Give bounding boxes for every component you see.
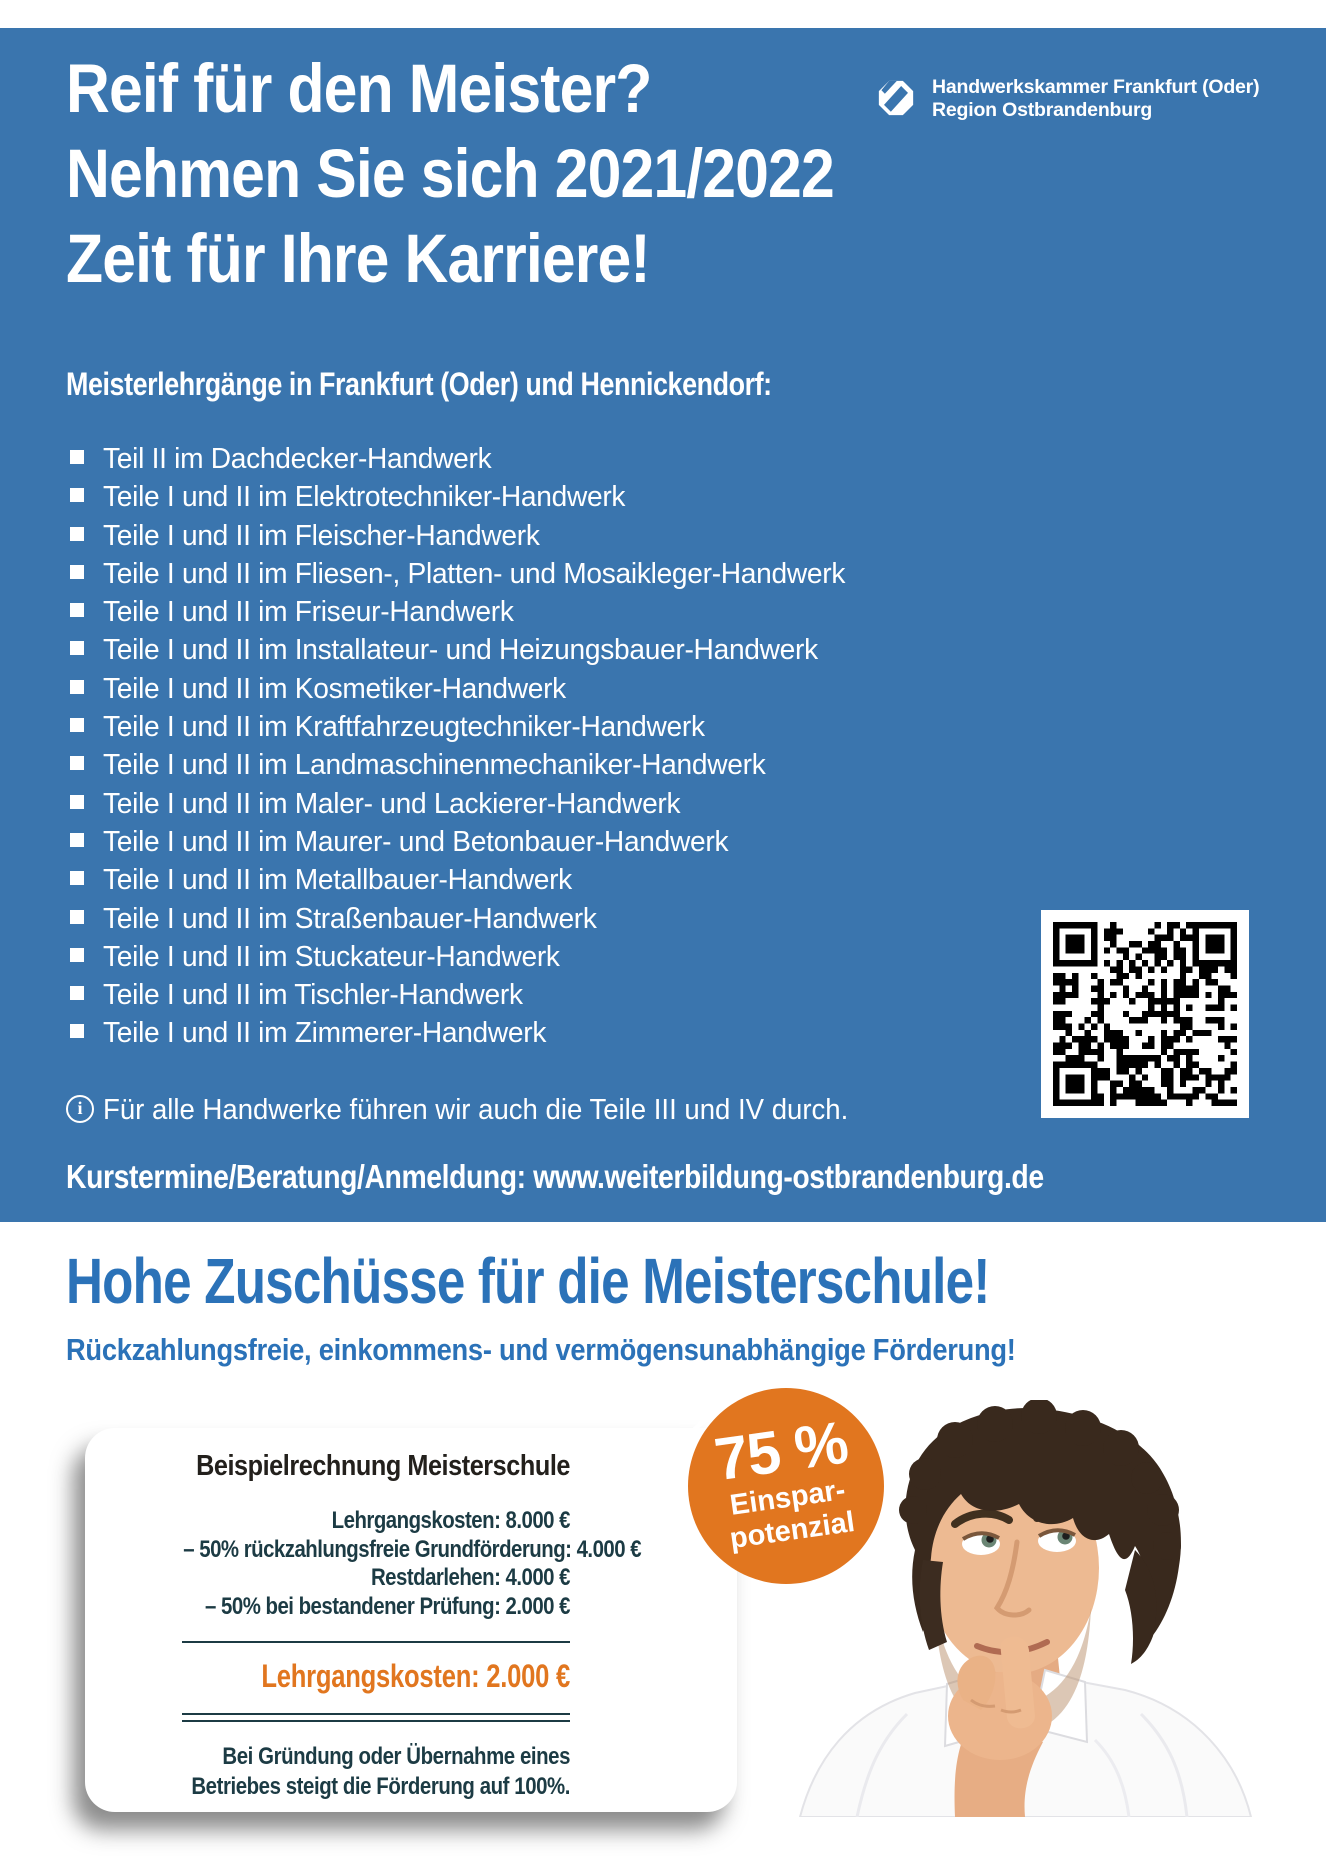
hwk-octagon-logo-icon: [878, 80, 914, 116]
course-label: Teile I und II im Zimmerer-Handwerk: [103, 1017, 547, 1050]
hwk-logo-text: Handwerkskammer Frankfurt (Oder) Region …: [932, 76, 1260, 122]
course-label: Teile I und II im Installateur- und Heiz…: [103, 634, 818, 667]
course-label: Teile I und II im Stuckateur-Handwerk: [103, 940, 560, 973]
square-bullet-icon: [70, 986, 84, 1001]
double-separator: [182, 1713, 570, 1722]
square-bullet-icon: [70, 871, 84, 886]
course-label: Teile I und II im Elektrotechniker-Handw…: [103, 481, 626, 514]
course-item: Teile I und II im Maler- und Lackierer-H…: [66, 786, 1066, 824]
course-item: Teile I und II im Kosmetiker-Handwerk: [66, 671, 1066, 709]
square-bullet-icon: [70, 641, 84, 656]
card-title: Beispielrechnung Meisterschule: [196, 1450, 570, 1482]
course-item: Teile I und II im Kraftfahrzeugtechniker…: [66, 709, 1066, 747]
course-label: Teile I und II im Fleischer-Handwerk: [103, 519, 540, 552]
card-content: Beispielrechnung Meisterschule Lehrgangs…: [115, 1428, 642, 1812]
thinking-man-photo: [798, 1400, 1253, 1817]
eyebrow-left: [951, 1509, 1013, 1528]
course-item: Teile I und II im Straßenbauer-Handwerk: [66, 901, 1066, 939]
course-item: Teile I und II im Landmaschinenmechanike…: [66, 747, 1066, 785]
funding-title: Hohe Zuschüsse für die Meisterschule!: [66, 1245, 990, 1317]
square-bullet-icon: [70, 1024, 84, 1039]
sparkle-icon: [662, 1364, 736, 1448]
square-bullet-icon: [70, 526, 84, 541]
square-bullet-icon: [70, 679, 84, 694]
single-separator: [182, 1641, 570, 1643]
headline-line-3: Zeit für Ihre Karriere!: [66, 220, 651, 297]
note-text: Für alle Handwerke führen wir auch die T…: [103, 1094, 849, 1126]
course-item: Teile I und II im Maurer- und Betonbauer…: [66, 824, 1066, 862]
contact-line: Kurstermine/Beratung/Anmeldung: www.weit…: [66, 1158, 1044, 1195]
course-label: Teile I und II im Kraftfahrzeugtechniker…: [103, 711, 705, 744]
square-bullet-icon: [70, 564, 84, 579]
course-label: Teile I und II im Metallbauer-Handwerk: [103, 864, 572, 897]
course-label: Teil II im Dachdecker-Handwerk: [103, 443, 492, 475]
org-region: Region Ostbrandenburg: [932, 99, 1153, 121]
square-bullet-icon: [70, 947, 84, 962]
course-item: Teile I und II im Installateur- und Heiz…: [66, 632, 1066, 670]
man-nose: [993, 1539, 1032, 1618]
course-label: Teile I und II im Straßenbauer-Handwerk: [103, 902, 597, 935]
course-item: Teile I und II im Fleischer-Handwerk: [66, 518, 1066, 556]
calculation-line: – 50% bei bestandener Prüfung: 2.000 €: [205, 1592, 570, 1620]
square-bullet-icon: [70, 794, 84, 809]
course-label: Teile I und II im Tischler-Handwerk: [103, 979, 523, 1012]
example-calculation-card: Beispielrechnung Meisterschule Lehrgangs…: [85, 1428, 737, 1812]
course-item: Teile I und II im Fliesen-, Platten- und…: [66, 556, 1066, 594]
course-item: Teil II im Dachdecker-Handwerk: [66, 441, 1066, 479]
course-list: Teil II im Dachdecker-Handwerk Teile I u…: [66, 441, 1066, 1054]
square-bullet-icon: [70, 603, 84, 618]
calculation-lines: Lehrgangskosten: 8.000 € – 50% rückzahlun…: [183, 1507, 642, 1621]
qr-code-pattern: [1053, 922, 1237, 1106]
footnote-line-1: Bei Gründung oder Übernahme eines: [222, 1743, 570, 1770]
man-curly-hair: [899, 1400, 1181, 1664]
course-label: Teile I und II im Maurer- und Betonbauer…: [103, 825, 729, 858]
square-bullet-icon: [70, 718, 84, 733]
headline-line-1: Reif für den Meister?: [66, 50, 652, 127]
course-item: Teile I und II im Zimmerer-Handwerk: [66, 1015, 1066, 1053]
info-icon: i: [66, 1095, 94, 1123]
total-line: Lehrgangskosten: 2.000 €: [261, 1658, 570, 1694]
eyes-looking-up-right: [961, 1528, 1076, 1555]
courses-heading: Meisterlehrgänge in Frankfurt (Oder) und…: [66, 366, 772, 402]
course-item: Teile I und II im Metallbauer-Handwerk: [66, 862, 1066, 900]
footnote: Bei Gründung oder Übernahme eines Betrie…: [183, 1742, 570, 1802]
headline-line-2: Nehmen Sie sich 2021/2022: [66, 135, 835, 212]
calculation-line: Lehrgangskosten: 8.000 €: [331, 1507, 571, 1534]
course-label: Teile I und II im Friseur-Handwerk: [103, 596, 514, 629]
course-label: Teile I und II im Landmaschinenmechanike…: [103, 749, 766, 782]
course-item: Teile I und II im Stuckateur-Handwerk: [66, 939, 1066, 977]
footnote-line-2: Betriebes steigt die Förderung auf 100%.: [191, 1773, 570, 1800]
savings-badge: 75 % Einspar- potenzial: [688, 1388, 884, 1584]
course-label: Teile I und II im Fliesen-, Platten- und…: [103, 557, 846, 590]
org-name: Handwerkskammer Frankfurt (Oder): [932, 76, 1260, 98]
square-bullet-icon: [70, 450, 84, 464]
course-item: Teile I und II im Elektrotechniker-Handw…: [66, 479, 1066, 517]
square-bullet-icon: [70, 909, 84, 924]
course-label: Teile I und II im Maler- und Lackierer-H…: [103, 787, 681, 820]
square-bullet-icon: [70, 756, 84, 771]
funding-subtitle: Rückzahlungsfreie, einkommens- und vermö…: [66, 1332, 1016, 1367]
qr-code: [1041, 910, 1249, 1118]
course-label: Teile I und II im Kosmetiker-Handwerk: [103, 672, 566, 705]
calculation-line: Restdarlehen: 4.000 €: [370, 1564, 571, 1591]
calculation-line: – 50% rückzahlungsfreie Grundförderung: …: [183, 1535, 642, 1563]
course-item: Teile I und II im Tischler-Handwerk: [66, 977, 1066, 1015]
headline: Reif für den Meister? Nehmen Sie sich 20…: [66, 46, 835, 301]
square-bullet-icon: [70, 832, 84, 847]
course-item: Teile I und II im Friseur-Handwerk: [66, 594, 1066, 632]
man-hand-on-chin: [948, 1636, 1052, 1817]
square-bullet-icon: [70, 488, 84, 503]
